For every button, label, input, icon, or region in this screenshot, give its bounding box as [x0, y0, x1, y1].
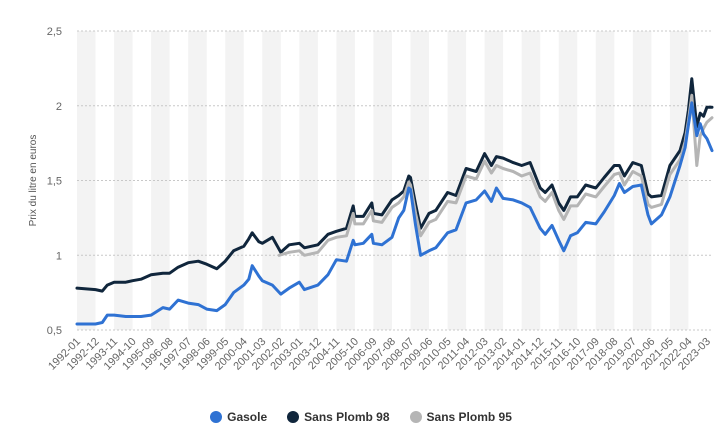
legend-label-sans-plomb-98: Sans Plomb 98: [304, 410, 390, 424]
legend-item-sans-plomb-98[interactable]: Sans Plomb 98: [287, 410, 390, 424]
y-tick-label: 1: [56, 250, 62, 262]
y-axis-title: Prix du litre en euros: [28, 135, 39, 227]
legend-item-gasole[interactable]: Gasole: [210, 410, 267, 424]
legend-swatch-sans-plomb-98: [287, 411, 300, 423]
legend-item-sans-plomb-95[interactable]: Sans Plomb 95: [409, 410, 512, 424]
y-tick-label: 1,5: [47, 176, 62, 188]
legend-swatch-sans-plomb-95: [409, 411, 422, 423]
y-tick-label: 0,5: [47, 325, 62, 337]
legend-label-gasole: Gasole: [227, 410, 268, 424]
y-tick-label: 2: [56, 101, 62, 113]
y-tick-label: 2,5: [47, 26, 62, 38]
legend: Gasole Sans Plomb 98 Sans Plomb 95: [0, 410, 722, 424]
series-line-sans-plomb-95: [277, 93, 714, 257]
series-line-gasole: [75, 101, 714, 326]
plot-band: [410, 31, 430, 330]
series-line-sans-plomb-98: [75, 77, 714, 293]
legend-swatch-gasole: [210, 411, 223, 423]
legend-label-sans-plomb-95: Sans Plomb 95: [426, 410, 512, 424]
plot-band: [558, 31, 578, 330]
